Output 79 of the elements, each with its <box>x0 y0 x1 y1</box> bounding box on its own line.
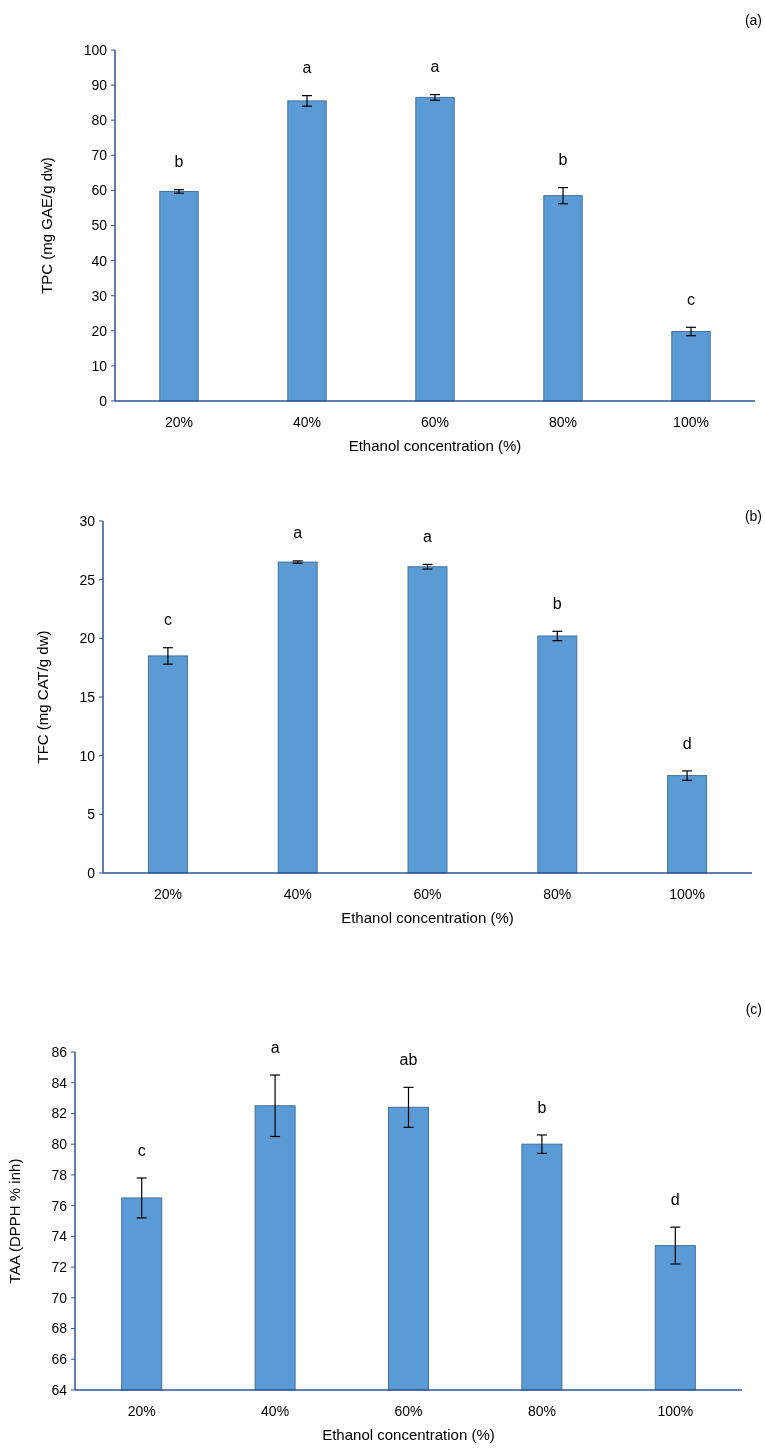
annotation: b <box>174 153 184 171</box>
annotation: b <box>558 151 568 169</box>
y-tick-label: 74 <box>51 1228 68 1245</box>
annotation: a <box>270 1038 280 1056</box>
annotation: a <box>293 524 303 542</box>
annotation: a <box>302 59 312 77</box>
bar <box>543 195 583 402</box>
y-tick-label: 64 <box>51 1381 68 1398</box>
bar <box>287 100 327 402</box>
annotation: c <box>163 611 172 629</box>
x-tick-label: 100% <box>657 1403 694 1419</box>
y-tick-label: 30 <box>91 287 108 304</box>
y-tick-label: 82 <box>51 1105 68 1122</box>
y-tick-label: 60 <box>91 182 108 199</box>
annotation: d <box>670 1190 680 1208</box>
y-tick-label: 50 <box>91 217 108 234</box>
y-tick-label: 20 <box>79 630 96 647</box>
y-tick-label: 0 <box>99 392 108 409</box>
y-tick-label: 0 <box>87 864 96 881</box>
bar <box>407 566 448 874</box>
x-tick-label: 20% <box>127 1403 156 1419</box>
y-tick-label: 15 <box>79 688 96 705</box>
x-tick-label: 80% <box>543 886 572 902</box>
x-tick-label: 100% <box>673 414 709 430</box>
x-tick-label: 60% <box>394 1403 423 1419</box>
x-axis-title: Ethanol concentration (%) <box>322 1426 495 1443</box>
bar <box>415 96 455 402</box>
bar <box>667 775 708 874</box>
y-tick-label: 76 <box>51 1197 68 1214</box>
bar <box>147 655 188 874</box>
y-axis-title: TPC (mg GAE/g dw) <box>38 157 55 294</box>
annotation: c <box>687 290 695 308</box>
y-tick-label: 10 <box>79 747 96 764</box>
y-tick-label: 70 <box>51 1289 68 1306</box>
x-tick-label: 20% <box>164 414 194 430</box>
bar <box>537 635 578 874</box>
annotation: b <box>552 594 562 612</box>
x-tick-label: 40% <box>292 414 322 430</box>
y-tick-label: 80 <box>51 1136 68 1153</box>
y-tick-label: 10 <box>91 357 108 374</box>
y-tick-label: 100 <box>83 41 108 58</box>
x-tick-label: 40% <box>261 1403 290 1419</box>
x-axis-title: Ethanol concentration (%) <box>341 909 514 926</box>
x-tick-label: 40% <box>283 886 312 902</box>
x-tick-label: 20% <box>153 886 182 902</box>
annotation: d <box>682 734 692 752</box>
x-tick-label: 80% <box>527 1403 556 1419</box>
annotation: a <box>423 528 433 546</box>
y-tick-label: 68 <box>51 1320 68 1337</box>
y-axis-title: TAA (DPPH % inh) <box>6 1158 23 1284</box>
x-axis-title: Ethanol concentration (%) <box>348 437 522 454</box>
y-tick-label: 25 <box>79 571 96 588</box>
y-tick-label: 66 <box>51 1351 68 1368</box>
y-tick-label: 90 <box>91 77 108 93</box>
chart-title: (a) <box>744 12 762 28</box>
x-tick-label: 80% <box>548 414 578 430</box>
bar <box>671 331 711 402</box>
x-tick-label: 100% <box>669 886 706 902</box>
y-tick-label: 78 <box>51 1166 68 1183</box>
y-tick-label: 84 <box>51 1074 68 1091</box>
annotation: ab <box>399 1050 418 1068</box>
annotation: b <box>537 1098 547 1116</box>
y-tick-label: 80 <box>91 112 108 129</box>
y-tick-label: 20 <box>91 322 108 339</box>
y-tick-label: 5 <box>87 806 96 823</box>
y-tick-label: 86 <box>51 1043 68 1060</box>
chart-title: (c) <box>745 1001 762 1017</box>
y-tick-label: 30 <box>79 512 96 529</box>
x-tick-label: 60% <box>413 886 442 902</box>
bar <box>277 561 318 874</box>
y-axis-title: TFC (mg CAT/g dw) <box>34 630 51 764</box>
y-tick-label: 40 <box>91 252 108 269</box>
y-tick-label: 72 <box>51 1258 68 1275</box>
chart-title: (b) <box>744 508 762 524</box>
y-tick-label: 70 <box>91 147 108 164</box>
annotation: a <box>430 58 440 76</box>
bar <box>159 190 199 402</box>
annotation: c <box>137 1141 146 1159</box>
x-tick-label: 60% <box>420 414 450 430</box>
